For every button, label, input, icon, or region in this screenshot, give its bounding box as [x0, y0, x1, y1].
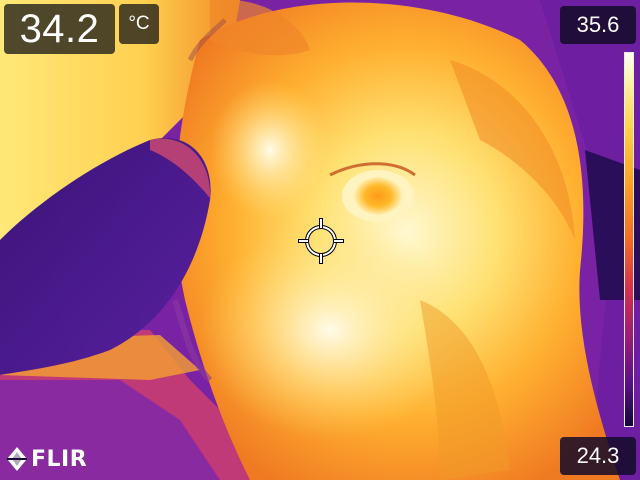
flir-logo-icon — [7, 447, 27, 471]
scale-min-value: 24.3 — [560, 437, 636, 475]
color-scale-bar — [624, 52, 634, 427]
temperature-unit: °C — [119, 4, 159, 44]
scale-max-value: 35.6 — [560, 6, 636, 44]
flir-logo-text: FLIR — [31, 446, 88, 472]
flir-logo: FLIR — [6, 446, 87, 472]
crosshair-icon — [298, 218, 344, 264]
spot-temperature-readout: 34.2 — [4, 4, 115, 54]
